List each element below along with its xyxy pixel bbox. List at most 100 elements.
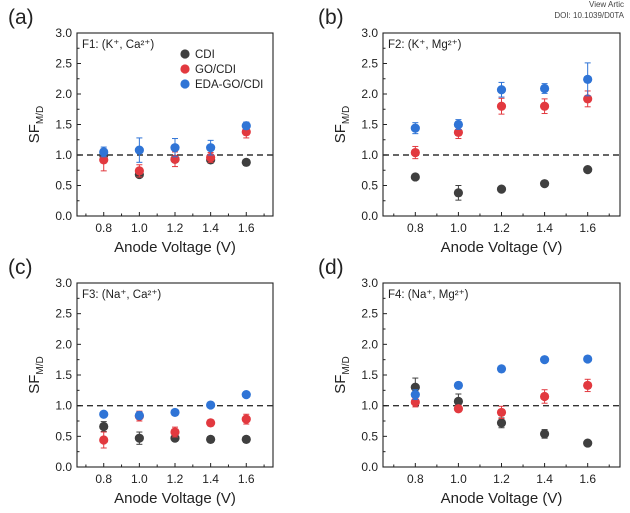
y-tick-label: 3.0 (361, 276, 378, 290)
y-tick-label: 1.0 (361, 148, 378, 162)
data-point-go-cdi (206, 418, 216, 428)
data-point-go-cdi (539, 101, 550, 111)
panel-label: (b) (318, 6, 344, 29)
x-tick-label: 1.2 (493, 472, 510, 486)
y-tick-label: 2.5 (361, 307, 378, 321)
x-tick-label: 1.0 (131, 221, 148, 235)
y-tick-label: 0.5 (361, 179, 378, 193)
plot-frame (382, 282, 621, 468)
data-point-go-cdi (539, 391, 550, 402)
y-tick-label: 2.0 (361, 87, 378, 101)
x-tick-label: 0.8 (95, 221, 112, 235)
data-point-go-cdi (99, 435, 109, 445)
panel-label: (c) (8, 256, 33, 279)
x-tick-label: 0.8 (407, 221, 424, 235)
y-tick-label: 2.0 (55, 87, 72, 101)
data-point-eda-go-cdi (99, 409, 109, 419)
data-point-eda-go-cdi (410, 123, 420, 133)
data-point-go-cdi (583, 380, 593, 391)
y-axis-label-subscript: M/D (341, 356, 352, 374)
y-axis-label: SFM/D (26, 356, 46, 394)
y-tick-label: 1.5 (55, 118, 72, 132)
data-point-go-cdi (99, 155, 109, 165)
x-tick-label: 0.8 (95, 472, 112, 486)
data-point-go-cdi (241, 414, 251, 424)
data-point-eda-go-cdi (99, 147, 109, 157)
data-point-eda-go-cdi (453, 119, 464, 130)
data-point-eda-go-cdi (453, 380, 464, 391)
y-axis-label: SFM/D (332, 356, 352, 394)
x-tick-label: 1.2 (167, 472, 184, 486)
legend-marker (180, 64, 190, 74)
data-point-cdi (539, 429, 550, 439)
x-axis-label: Anode Voltage (V) (114, 239, 236, 256)
legend-label: EDA-GO/CDI (195, 79, 263, 91)
x-tick-label: 1.0 (450, 221, 467, 235)
y-axis-label-subscript: M/D (341, 106, 352, 124)
y-tick-label: 1.5 (55, 368, 72, 382)
panel-title: F4: (Na⁺, Mg²⁺) (388, 289, 469, 301)
y-tick-label: 1.0 (361, 399, 378, 413)
y-tick-label: 0.0 (55, 460, 72, 474)
y-axis-label: SFM/D (26, 106, 46, 144)
data-point-eda-go-cdi (134, 145, 144, 155)
y-tick-label: 1.5 (361, 368, 378, 382)
y-tick-label: 2.0 (55, 337, 72, 351)
data-point-cdi (496, 418, 507, 428)
x-tick-label: 1.4 (536, 472, 553, 486)
data-point-go-cdi (453, 404, 464, 414)
y-axis-label-main: SF (26, 375, 43, 394)
chart-panel-d: (d) 0.0 0.5 1.0 1.5 2.0 2.5 3.0 0.8 1.0 1.2 1.4 1.6 A… (318, 256, 621, 507)
x-axis-label: Anode Voltage (V) (441, 490, 563, 507)
data-point-eda-go-cdi (206, 143, 216, 153)
data-point-cdi (583, 438, 593, 448)
x-tick-label: 1.4 (202, 221, 219, 235)
data-point-cdi (539, 179, 550, 189)
data-point-go-cdi (134, 166, 144, 176)
x-tick-label: 1.2 (167, 221, 184, 235)
y-axis-label-subscript: M/D (35, 356, 46, 374)
x-tick-label: 1.0 (450, 472, 467, 486)
x-tick-label: 1.4 (202, 472, 219, 486)
y-tick-label: 0.0 (361, 209, 378, 223)
data-point-go-cdi (496, 407, 507, 418)
data-point-eda-go-cdi (496, 85, 507, 95)
panel-title: F1: (K⁺, Ca²⁺) (82, 39, 154, 51)
x-tick-label: 1.6 (579, 221, 596, 235)
y-tick-label: 2.0 (361, 337, 378, 351)
data-point-eda-go-cdi (539, 83, 550, 94)
x-tick-label: 1.4 (536, 221, 553, 235)
legend-marker (180, 49, 190, 59)
chart-panel-b: (b) 0.0 0.5 1.0 1.5 2.0 2.5 3.0 0.8 1.0 1.2 1.4 1.6 A… (318, 6, 621, 256)
y-axis-label-main: SF (26, 124, 43, 143)
data-point-eda-go-cdi (410, 390, 420, 400)
y-tick-label: 0.5 (361, 429, 378, 443)
data-point-eda-go-cdi (170, 143, 180, 153)
panel-label: (d) (318, 256, 344, 279)
panel-title: F3: (Na⁺, Ca²⁺) (82, 289, 161, 301)
data-point-eda-go-cdi (134, 410, 144, 421)
x-tick-label: 0.8 (407, 472, 424, 486)
view-article-link[interactable]: View Artic (589, 0, 624, 9)
y-tick-label: 0.0 (361, 460, 378, 474)
y-axis-label-main: SF (332, 375, 349, 394)
x-axis-label: Anode Voltage (V) (441, 239, 563, 256)
data-point-cdi (453, 188, 464, 198)
data-point-eda-go-cdi (170, 407, 180, 418)
data-point-eda-go-cdi (583, 354, 593, 364)
y-tick-label: 0.0 (55, 209, 72, 223)
legend-label: GO/CDI (195, 64, 236, 76)
y-tick-label: 3.0 (361, 26, 378, 40)
x-axis-label: Anode Voltage (V) (114, 490, 236, 507)
data-point-cdi (241, 157, 251, 167)
data-point-cdi (134, 433, 144, 443)
data-point-cdi (99, 421, 109, 432)
data-point-eda-go-cdi (241, 390, 251, 400)
data-point-cdi (496, 184, 507, 194)
data-point-go-cdi (410, 147, 420, 158)
y-tick-label: 2.5 (55, 307, 72, 321)
y-tick-label: 2.5 (55, 57, 72, 71)
data-point-eda-go-cdi (206, 400, 216, 410)
legend-label: CDI (195, 49, 215, 61)
panel-label: (a) (8, 6, 34, 29)
